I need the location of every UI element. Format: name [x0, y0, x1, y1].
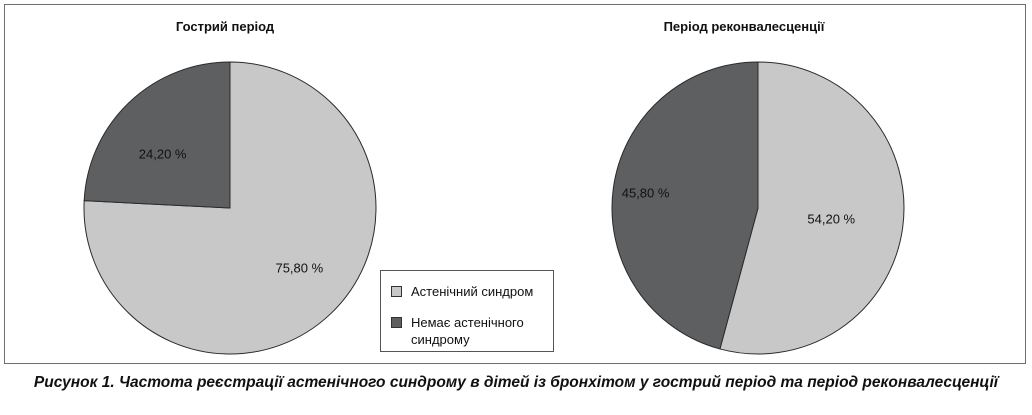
legend-swatch-asthenic [391, 286, 402, 297]
chart-title-acute: Гострий період [175, 19, 275, 34]
figure-caption: Рисунок 1. Частота реєстрації астенічног… [33, 374, 999, 391]
legend-label-no-asthenic: Немає астенічного синдрому [411, 315, 524, 347]
charts-canvas [83, 61, 905, 355]
legend-item-no-asthenic: Немає астенічного синдрому [391, 314, 551, 348]
slice-label-convalescence-asthenic: 54,20 % [807, 211, 856, 227]
slice-label-convalescence-no-asthenic: 45,80 % [621, 185, 670, 201]
slice-label-acute-asthenic: 75,80 % [275, 260, 324, 276]
pie-slice-convalescence-asthenic [719, 61, 905, 355]
pie-slice-acute-no-asthenic [83, 61, 231, 209]
pie-slice-convalescence-no-asthenic [611, 61, 759, 350]
legend-item-asthenic: Астенічний синдром [391, 283, 551, 300]
legend-swatch-no-asthenic [391, 317, 402, 328]
legend: Астенічний синдром Немає астенічного син… [380, 270, 554, 352]
chart-title-convalescence: Період реконвалесценції [663, 19, 825, 34]
slice-label-acute-no-asthenic: 24,20 % [138, 146, 187, 162]
legend-label-asthenic: Астенічний синдром [411, 284, 534, 299]
